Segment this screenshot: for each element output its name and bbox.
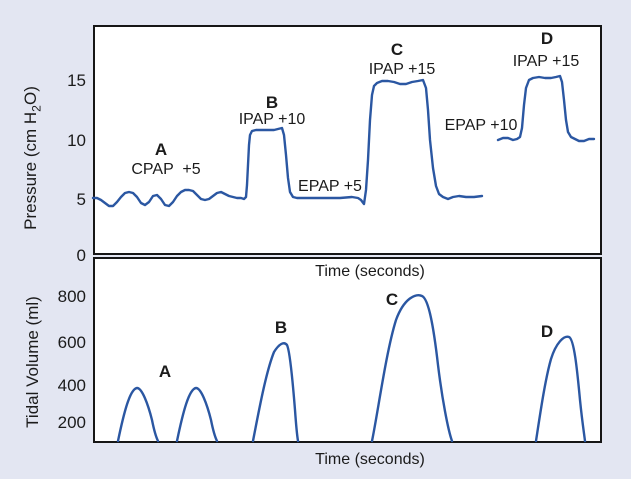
pressure-label-a: A — [154, 140, 168, 159]
pressure-label-epap5: EPAP +5 — [298, 178, 362, 195]
tidal-volume-panel — [93, 257, 602, 443]
pressure-axis-title: Pressure (cm H2O) — [21, 68, 44, 248]
pressure-label-d: D — [540, 29, 554, 48]
volume-xaxis-title: Time (seconds) — [315, 451, 425, 468]
pressure-xaxis-title: Time (seconds) — [315, 263, 425, 280]
volume-tick-200: 200 — [57, 413, 86, 432]
volume-label-d: D — [540, 322, 554, 341]
volume-tick-800: 800 — [57, 287, 86, 306]
volume-label-b: B — [274, 318, 288, 337]
pressure-label-epap10: EPAP +10 — [444, 117, 518, 134]
volume-tick-400: 400 — [57, 376, 86, 395]
pressure-label-b: B — [265, 93, 279, 112]
pressure-label-cpap5: CPAP +5 — [131, 161, 201, 178]
pressure-axis-title-post: O) — [21, 86, 40, 105]
volume-axis-title: Tidal Volume (ml) — [23, 296, 42, 428]
pressure-tick-0: 0 — [76, 246, 86, 265]
pressure-tick-5: 5 — [76, 190, 86, 209]
pressure-tick-10: 10 — [67, 131, 86, 150]
pressure-axis-title-pre: Pressure (cm H — [21, 111, 40, 230]
pressure-label-ipap15-d: IPAP +15 — [512, 53, 580, 70]
volume-label-c: C — [385, 290, 399, 309]
pressure-label-ipap15-c: IPAP +15 — [368, 61, 436, 78]
pressure-label-ipap10: IPAP +10 — [238, 111, 306, 128]
pressure-label-c: C — [390, 40, 404, 59]
volume-label-a: A — [158, 362, 172, 381]
pressure-axis-title-sub: 2 — [29, 105, 44, 112]
pressure-tick-15: 15 — [67, 71, 86, 90]
volume-tick-600: 600 — [57, 333, 86, 352]
